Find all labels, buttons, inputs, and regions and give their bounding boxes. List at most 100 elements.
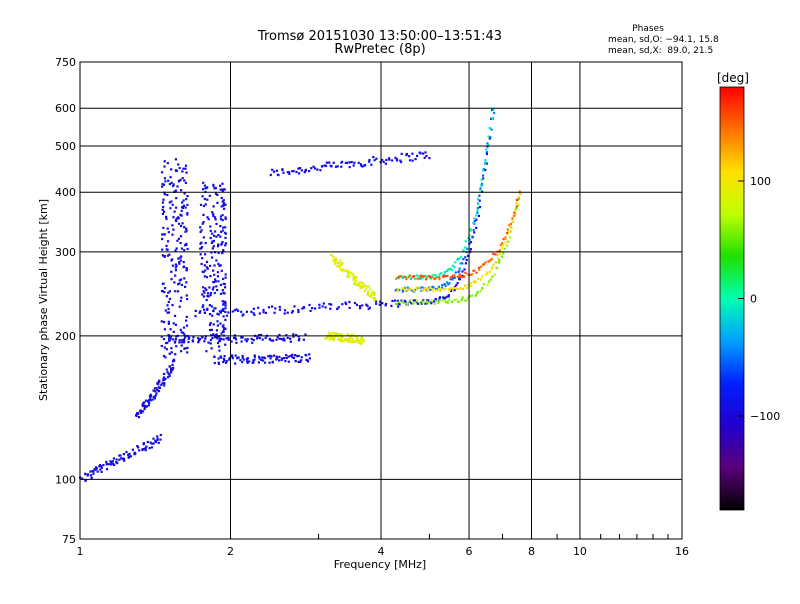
data-point: [165, 348, 168, 351]
data-point: [261, 338, 264, 341]
data-point: [181, 177, 184, 180]
data-point: [305, 354, 308, 357]
data-point: [142, 447, 145, 451]
data-point: [173, 190, 176, 193]
data-point: [470, 284, 473, 287]
data-point: [481, 275, 484, 278]
data-point: [163, 328, 166, 331]
data-point: [217, 234, 220, 237]
data-point: [173, 281, 176, 284]
data-point: [374, 300, 378, 303]
data-point: [216, 341, 220, 345]
data-point: [168, 183, 171, 186]
data-point: [163, 255, 166, 258]
data-point: [397, 277, 400, 280]
data-point: [212, 239, 215, 243]
data-point: [154, 390, 157, 393]
data-point: [458, 275, 462, 278]
data-point: [474, 280, 477, 283]
data-point: [258, 337, 261, 340]
data-point: [186, 247, 189, 251]
data-point: [409, 277, 412, 280]
data-point: [334, 256, 337, 259]
data-point: [431, 299, 434, 302]
data-point: [473, 269, 476, 272]
data-point: [297, 335, 300, 338]
data-point: [297, 339, 300, 342]
data-point: [506, 244, 509, 247]
data-point: [219, 218, 223, 221]
data-point: [421, 286, 424, 289]
data-point: [185, 227, 188, 230]
data-point: [183, 179, 186, 182]
data-point: [502, 238, 505, 241]
data-point: [503, 247, 506, 250]
data-point: [300, 359, 303, 362]
data-point: [442, 296, 445, 299]
data-point: [515, 205, 518, 208]
data-point: [294, 354, 297, 357]
data-point: [155, 392, 158, 395]
data-point: [359, 340, 362, 343]
data-point: [462, 287, 465, 290]
data-point: [202, 295, 205, 298]
data-point: [304, 333, 307, 336]
data-point: [481, 287, 484, 290]
data-point: [182, 167, 185, 170]
data-point: [477, 203, 480, 206]
data-point: [237, 356, 240, 359]
data-point: [444, 275, 447, 278]
data-point: [148, 401, 151, 404]
data-point: [177, 257, 180, 260]
data-point: [251, 341, 254, 344]
data-point: [425, 287, 428, 290]
data-point: [362, 338, 365, 341]
data-point: [337, 338, 340, 341]
data-point: [447, 295, 450, 298]
data-point: [341, 339, 344, 342]
data-point: [160, 320, 163, 323]
data-point: [162, 338, 166, 341]
data-point: [158, 386, 161, 389]
data-point: [348, 300, 351, 304]
data-point: [161, 237, 164, 241]
data-point: [464, 256, 467, 259]
data-point: [217, 357, 220, 360]
data-point: [298, 338, 301, 341]
data-point: [499, 244, 502, 247]
data-point: [171, 264, 174, 267]
data-point: [459, 255, 463, 258]
data-point: [179, 241, 182, 245]
data-point: [300, 169, 303, 172]
data-point: [164, 356, 167, 359]
data-point: [401, 287, 404, 290]
data-point: [469, 248, 472, 251]
data-point: [272, 354, 276, 357]
data-point: [184, 230, 187, 233]
data-point: [408, 155, 411, 158]
data-point: [491, 275, 494, 278]
data-point: [385, 158, 388, 161]
data-point: [486, 272, 489, 275]
data-point: [384, 304, 387, 307]
data-point: [166, 254, 169, 257]
data-point: [475, 218, 478, 221]
data-point: [170, 371, 173, 374]
data-point: [289, 337, 292, 340]
data-point: [217, 280, 220, 283]
data-point: [463, 275, 466, 278]
data-point: [185, 281, 188, 284]
data-point: [202, 304, 205, 307]
data-point: [156, 389, 159, 392]
grid-lines: [80, 62, 682, 539]
data-point: [173, 210, 176, 213]
data-point: [272, 170, 276, 173]
data-point: [459, 262, 462, 265]
data-point: [447, 294, 450, 297]
data-point: [454, 261, 457, 264]
data-point: [435, 289, 438, 292]
data-point: [175, 217, 178, 220]
data-point: [183, 333, 186, 336]
data-point: [408, 159, 412, 162]
data-point: [482, 283, 485, 286]
